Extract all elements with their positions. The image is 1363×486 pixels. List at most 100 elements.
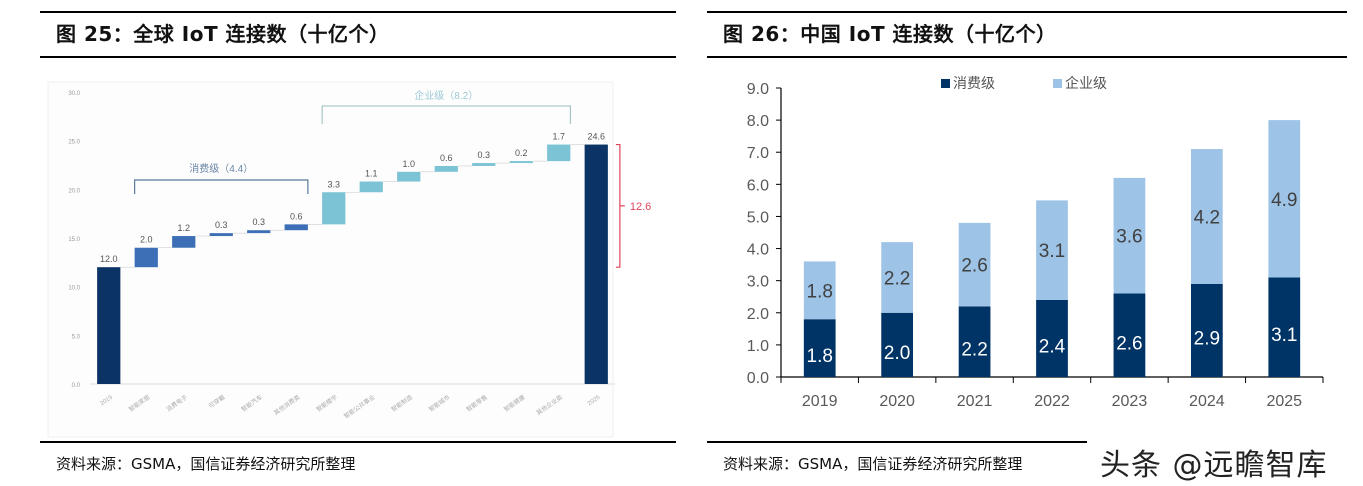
legend-label: 企业级	[1065, 75, 1107, 91]
waterfall-bar	[509, 161, 533, 164]
waterfall-bar	[397, 171, 421, 182]
growth-bracket	[615, 143, 621, 268]
y-tick-label: 30.0	[68, 91, 80, 97]
top-rule	[707, 11, 1347, 13]
y-tick-label: 1.0	[747, 338, 769, 355]
consumer-bracket	[134, 179, 309, 194]
data-label: 2.6	[961, 256, 987, 277]
waterfall-bar	[584, 144, 608, 384]
data-label: 2.2	[961, 340, 987, 361]
waterfall-bar	[359, 181, 383, 193]
data-label: 2.4	[1039, 336, 1066, 357]
data-label: 1.2	[177, 223, 190, 233]
data-label: 1.8	[807, 346, 833, 367]
data-label: 2.9	[1194, 328, 1220, 349]
enterprise-bracket	[321, 105, 571, 124]
consumer-bracket-label: 消费级（4.4）	[189, 162, 253, 175]
data-label: 3.3	[327, 179, 340, 189]
waterfall-bar	[322, 192, 346, 225]
y-tick-label: 8.0	[747, 113, 769, 130]
growth-label: 12.6	[630, 201, 651, 213]
data-label: 1.1	[365, 169, 378, 179]
data-label: 1.8	[807, 281, 833, 302]
y-tick-label: 15.0	[68, 237, 80, 243]
bar-segment	[1036, 299, 1068, 377]
bar-segment	[958, 306, 991, 377]
x-tick-label: 2022	[1034, 393, 1070, 410]
bar-segment	[1268, 277, 1301, 377]
bar-segment	[1268, 120, 1301, 278]
y-tick-label: 5.0	[72, 334, 81, 340]
data-label: 0.3	[477, 150, 490, 160]
y-tick-label: 7.0	[747, 145, 769, 162]
waterfall-bar	[434, 165, 458, 172]
data-label: 2.0	[884, 343, 910, 364]
bar-segment	[1190, 149, 1223, 284]
stacked-bar-chart: 消费级 企业级 0.0 1.0 2.0 3.0 4.0 5.0 6.0 7.0 8.0 9.0 2019…	[747, 75, 1324, 410]
y-tick-label: 2.0	[747, 306, 769, 323]
bar-segment	[1190, 283, 1223, 377]
waterfall-bar	[284, 224, 308, 231]
top-rule	[40, 11, 676, 13]
source-note: 资料来源：GSMA，国信证券经济研究所整理	[56, 455, 356, 473]
data-label: 3.1	[1271, 325, 1297, 346]
bottom-rule	[40, 441, 676, 443]
data-label: 4.9	[1271, 190, 1297, 211]
right-figure-panel: 图 26：中国 IoT 连接数（十亿个） 消费级 企业级 0.0 1.0 2.0 3.0 4…	[707, 0, 1347, 486]
data-label: 1.7	[552, 132, 565, 142]
bar-segment	[958, 222, 991, 307]
figure-title: 图 26：中国 IoT 连接数（十亿个）	[723, 22, 1057, 46]
bar-segment	[881, 242, 914, 313]
data-label: 0.2	[515, 148, 528, 158]
data-label: 2.2	[884, 268, 910, 289]
y-tick-label: 20.0	[68, 188, 80, 194]
legend-label: 消费级	[953, 75, 995, 91]
data-label: 0.6	[290, 211, 303, 221]
y-tick-label: 5.0	[747, 209, 769, 226]
y-tick-label: 0.0	[72, 383, 81, 389]
figure-title: 图 25：全球 IoT 连接数（十亿个）	[56, 22, 390, 46]
data-label: 3.1	[1039, 241, 1065, 262]
y-tick-label: 4.0	[747, 242, 769, 259]
x-tick-label: 2024	[1189, 393, 1225, 410]
data-label: 4.2	[1194, 207, 1220, 228]
waterfall-chart: 0.05.010.015.020.025.030.012.020192.0智能家…	[47, 81, 651, 438]
x-tick-label: 2021	[957, 393, 993, 410]
data-label: 2.0	[140, 235, 153, 245]
legend-swatch	[941, 79, 950, 88]
waterfall-bar	[247, 230, 271, 234]
x-tick-label: 2025	[1266, 393, 1302, 410]
y-tick-label: 3.0	[747, 274, 769, 291]
data-label: 12.0	[100, 254, 118, 264]
bar-segment	[1113, 293, 1146, 377]
source-note: 资料来源：GSMA，国信证券经济研究所整理	[723, 455, 1023, 473]
data-label: 1.0	[402, 159, 415, 169]
y-tick-label: 0.0	[747, 370, 769, 387]
bar-segment	[803, 319, 836, 377]
x-tick-label: 2023	[1112, 393, 1148, 410]
legend-swatch	[1053, 79, 1062, 88]
enterprise-bracket-label: 企业级（8.2）	[414, 89, 478, 102]
bar-segment	[803, 261, 836, 320]
title-rule	[40, 56, 676, 58]
bottom-rule	[707, 441, 1087, 443]
bar-segment	[1036, 200, 1068, 300]
waterfall-bar	[134, 247, 158, 268]
waterfall-bar	[172, 236, 196, 248]
x-tick-label: 2019	[802, 393, 838, 410]
bar-segment	[881, 312, 914, 377]
x-tick-label: 2020	[879, 393, 915, 410]
data-label: 3.6	[1116, 227, 1142, 248]
y-tick-label: 10.0	[68, 286, 80, 292]
waterfall-bar	[547, 144, 571, 162]
data-label: 2.6	[1116, 333, 1142, 354]
waterfall-bar	[472, 163, 496, 166]
data-label: 0.6	[440, 153, 453, 163]
waterfall-bar	[97, 267, 121, 384]
left-figure-panel: 图 25：全球 IoT 连接数（十亿个） 0.0 5.0 10.0 15.0 20.0 2…	[40, 0, 676, 486]
waterfall-bar	[209, 233, 233, 237]
data-label: 0.3	[252, 217, 265, 227]
data-label: 24.6	[587, 132, 605, 142]
bar-segment	[1113, 177, 1146, 294]
y-tick-label: 9.0	[747, 81, 769, 98]
